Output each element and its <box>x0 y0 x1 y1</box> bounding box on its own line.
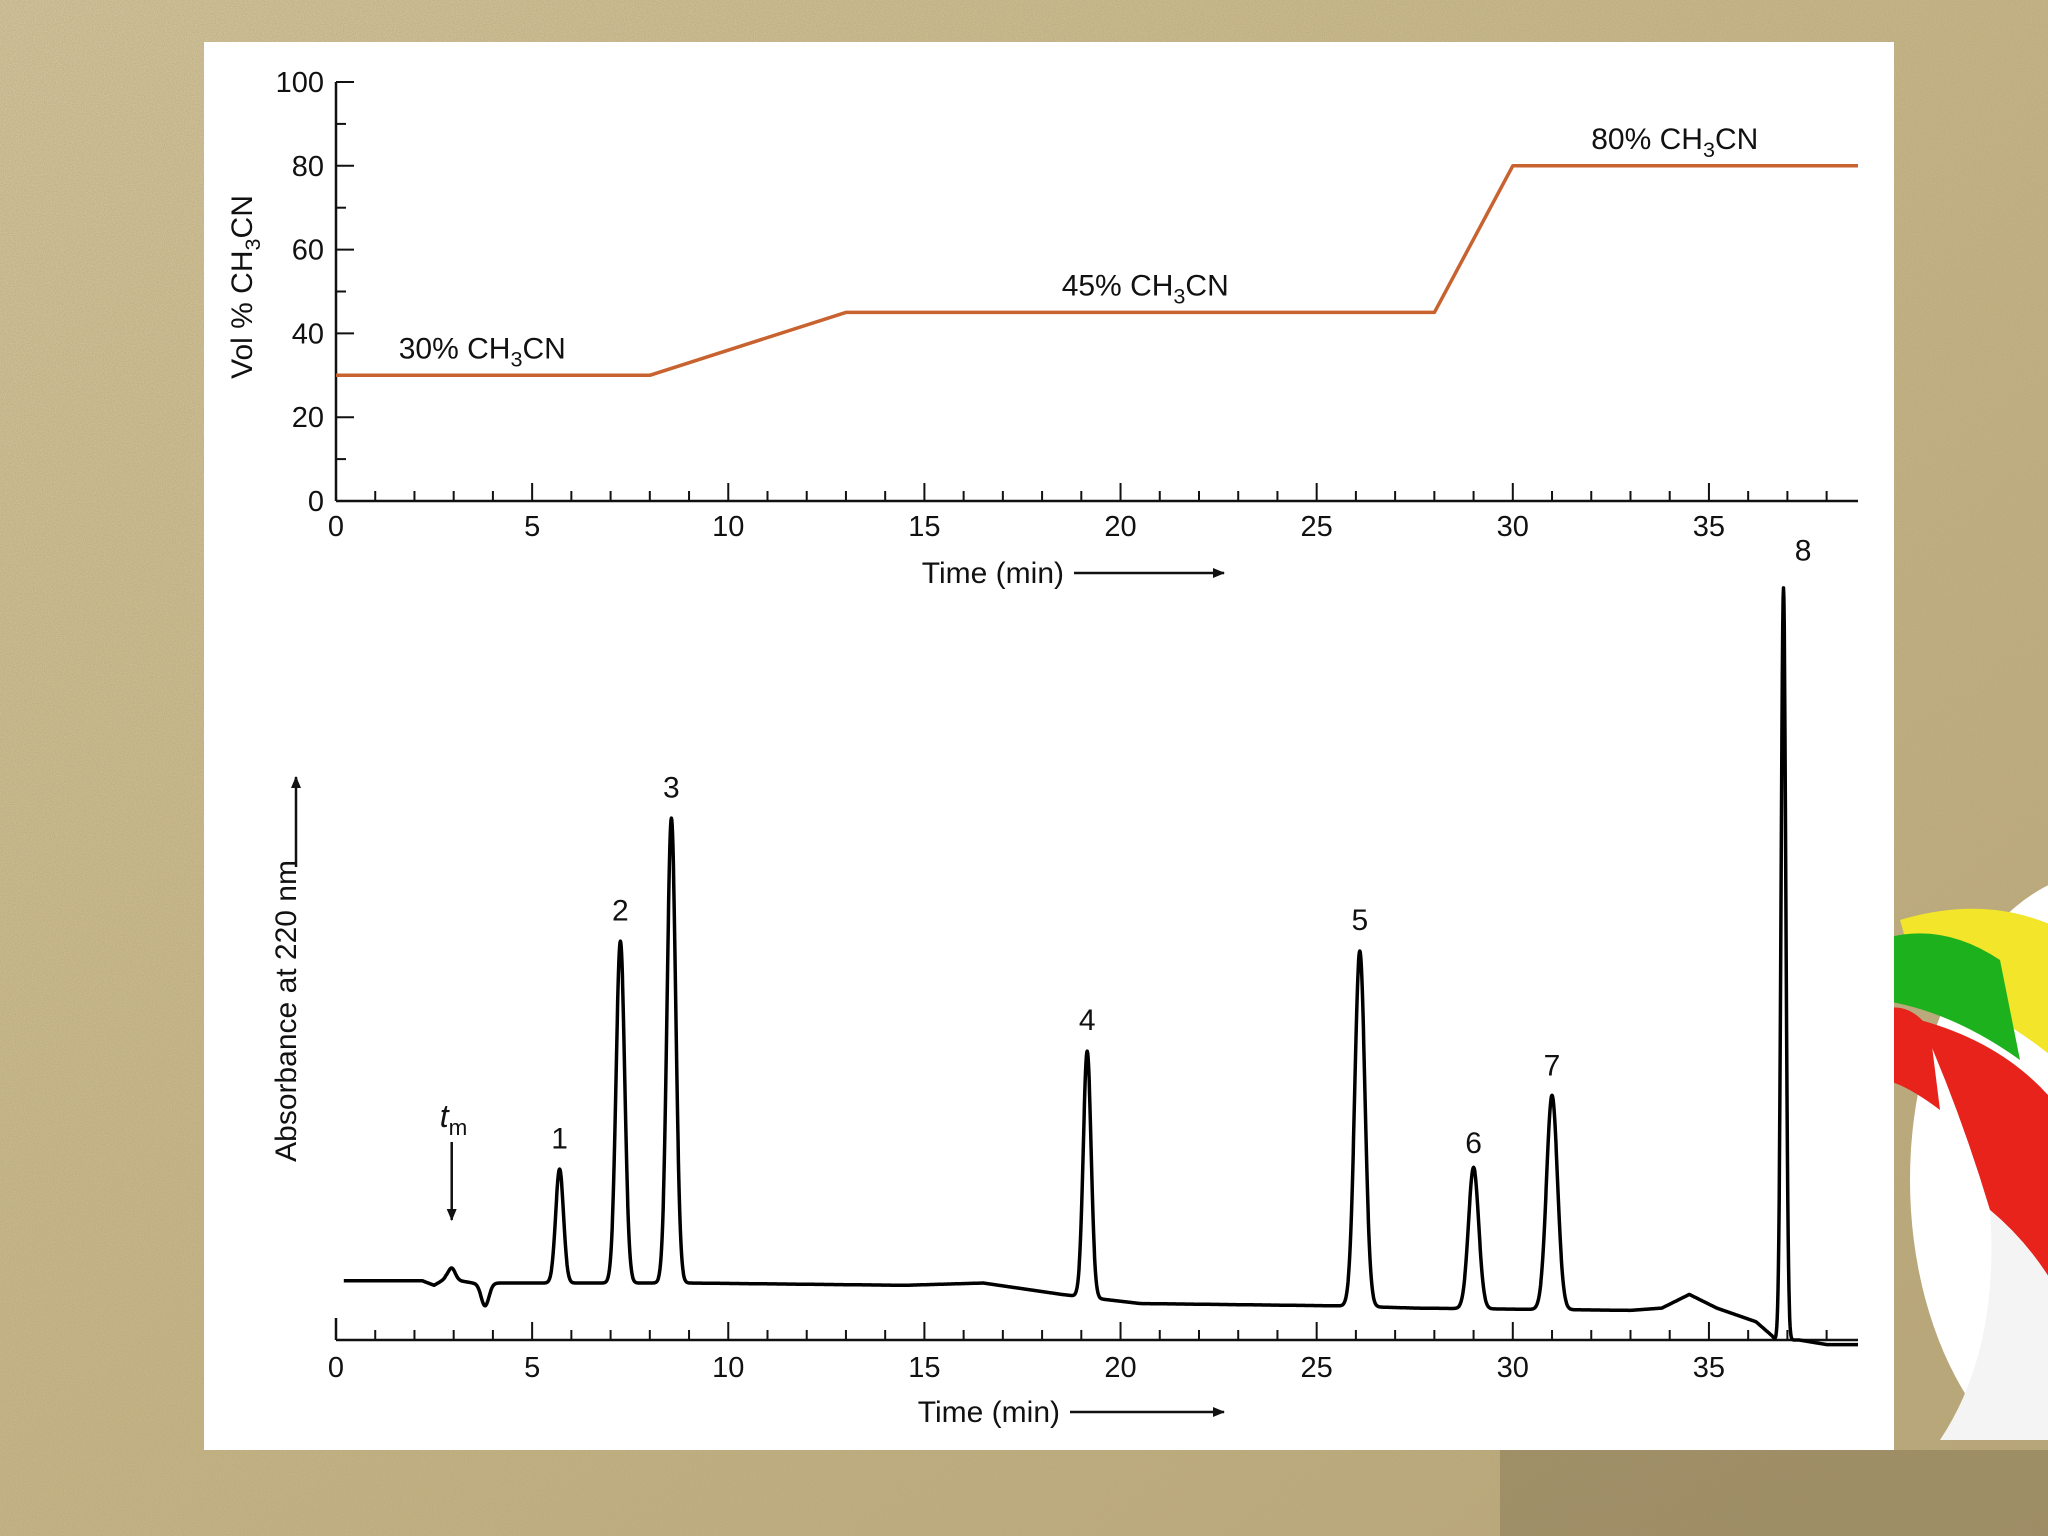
x-tick-label: 0 <box>328 511 344 543</box>
peak-labels: 1 2 3 4 5 6 7 8 <box>551 535 1811 1161</box>
x-tick-label: 35 <box>1693 1352 1725 1384</box>
chromatogram-y-axis-label: Absorbance at 220 nm <box>270 860 303 1162</box>
gradient-series-line <box>336 164 1858 378</box>
x-tick-label: 35 <box>1693 511 1725 543</box>
x-tick-label: 15 <box>908 511 940 543</box>
chromatogram-trace <box>342 586 1860 1347</box>
peak-label-3: 3 <box>663 772 680 805</box>
gradient-chart: 0 20 40 60 80 100 0 5 10 15 20 25 30 35 30% CH3CN 45% … <box>226 67 1858 590</box>
peak-label-6: 6 <box>1465 1127 1482 1160</box>
peak-label-2: 2 <box>612 895 629 928</box>
y-tick-label: 100 <box>276 67 324 99</box>
y-tick-label: 80 <box>292 151 324 183</box>
x-tick-label: 5 <box>524 1352 540 1384</box>
x-tick-label: 30 <box>1497 511 1529 543</box>
gradient-annotations: 30% CH3CN 45% CH3CN 80% CH3CN <box>399 123 1759 372</box>
y-tick-label: 40 <box>292 318 324 350</box>
peak-label-7: 7 <box>1544 1050 1561 1083</box>
dead-time-label: tm <box>440 1098 468 1140</box>
peak-label-8: 8 <box>1795 535 1812 568</box>
x-tick-label: 20 <box>1104 511 1136 543</box>
x-tick-label: 10 <box>712 1352 744 1384</box>
gradient-annotation: 30% CH3CN <box>399 333 566 372</box>
x-tick-label: 0 <box>328 1352 344 1384</box>
peak-label-5: 5 <box>1351 904 1368 937</box>
beach-ball-image <box>1880 885 2048 1440</box>
y-tick-label: 0 <box>308 486 324 518</box>
chromatogram-x-axis-label: Time (min) <box>918 1396 1060 1429</box>
gradient-y-axis-label: Vol % CH3CN <box>226 195 265 379</box>
peak-label-4: 4 <box>1079 1004 1096 1037</box>
x-tick-label: 30 <box>1497 1352 1529 1384</box>
x-tick-label: 20 <box>1104 1352 1136 1384</box>
figure-panel: 0 20 40 60 80 100 0 5 10 15 20 25 30 35 30% CH3CN 45% … <box>204 42 1894 1450</box>
y-tick-label: 60 <box>292 235 324 267</box>
gradient-ticks: 0 20 40 60 80 100 0 5 10 15 20 25 30 35 <box>276 67 1828 543</box>
y-tick-label: 20 <box>292 402 324 434</box>
gradient-annotation: 45% CH3CN <box>1062 270 1229 309</box>
gradient-x-axis-label: Time (min) <box>922 557 1064 590</box>
dead-time-marker: tm <box>440 1098 468 1221</box>
gradient-annotation: 80% CH3CN <box>1591 123 1758 162</box>
chromatogram-ticks: 0 5 10 15 20 25 30 35 <box>328 1322 1828 1384</box>
x-tick-label: 5 <box>524 511 540 543</box>
x-tick-label: 25 <box>1301 1352 1333 1384</box>
x-tick-label: 10 <box>712 511 744 543</box>
x-tick-label: 15 <box>908 1352 940 1384</box>
x-tick-label: 25 <box>1301 511 1333 543</box>
peak-label-1: 1 <box>551 1123 568 1156</box>
chromatogram-chart: 0 5 10 15 20 25 30 35 1 2 3 4 5 6 7 8 tm Absorbance at… <box>270 535 1860 1429</box>
